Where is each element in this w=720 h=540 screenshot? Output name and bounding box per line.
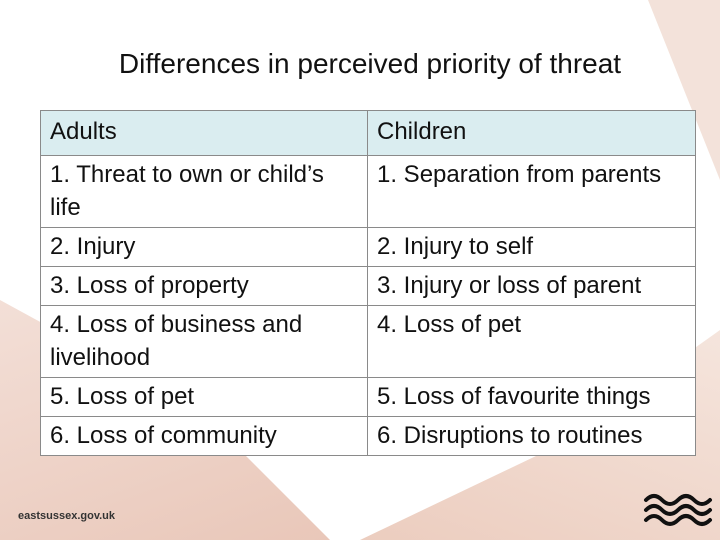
header-adults: Adults: [40, 110, 368, 156]
table-header-row: Adults Children: [40, 110, 696, 156]
table-cell-adults: 2. Injury: [40, 227, 368, 267]
table-cell-adults: 5. Loss of pet: [40, 377, 368, 417]
east-sussex-waves-logo-icon: [644, 494, 712, 526]
table-row: 4. Loss of business and livelihood 4. Lo…: [40, 305, 696, 378]
table-cell-children: 4. Loss of pet: [367, 305, 696, 378]
table-row: 3. Loss of property 3. Injury or loss of…: [40, 266, 696, 306]
table-row: 6. Loss of community 6. Disruptions to r…: [40, 416, 696, 456]
header-children: Children: [367, 110, 696, 156]
slide-title: Differences in perceived priority of thr…: [118, 48, 622, 79]
table-row: 5. Loss of pet 5. Loss of favourite thin…: [40, 377, 696, 417]
table-cell-children: 5. Loss of favourite things: [367, 377, 696, 417]
threat-priority-table: Adults Children 1. Threat to own or chil…: [40, 110, 696, 456]
table-cell-children: 2. Injury to self: [367, 227, 696, 267]
table-cell-adults: 6. Loss of community: [40, 416, 368, 456]
footer-site-url: eastsussex.gov.uk: [18, 510, 116, 522]
table-cell-adults: 1. Threat to own or child’s life: [40, 155, 368, 228]
table-cell-adults: 3. Loss of property: [40, 266, 368, 306]
table-cell-children: 1. Separation from parents: [367, 155, 696, 228]
table-cell-children: 3. Injury or loss of parent: [367, 266, 696, 306]
table-row: 2. Injury 2. Injury to self: [40, 227, 696, 267]
table-row: 1. Threat to own or child’s life 1. Sepa…: [40, 155, 696, 228]
table-cell-adults: 4. Loss of business and livelihood: [40, 305, 368, 378]
table-cell-children: 6. Disruptions to routines: [367, 416, 696, 456]
